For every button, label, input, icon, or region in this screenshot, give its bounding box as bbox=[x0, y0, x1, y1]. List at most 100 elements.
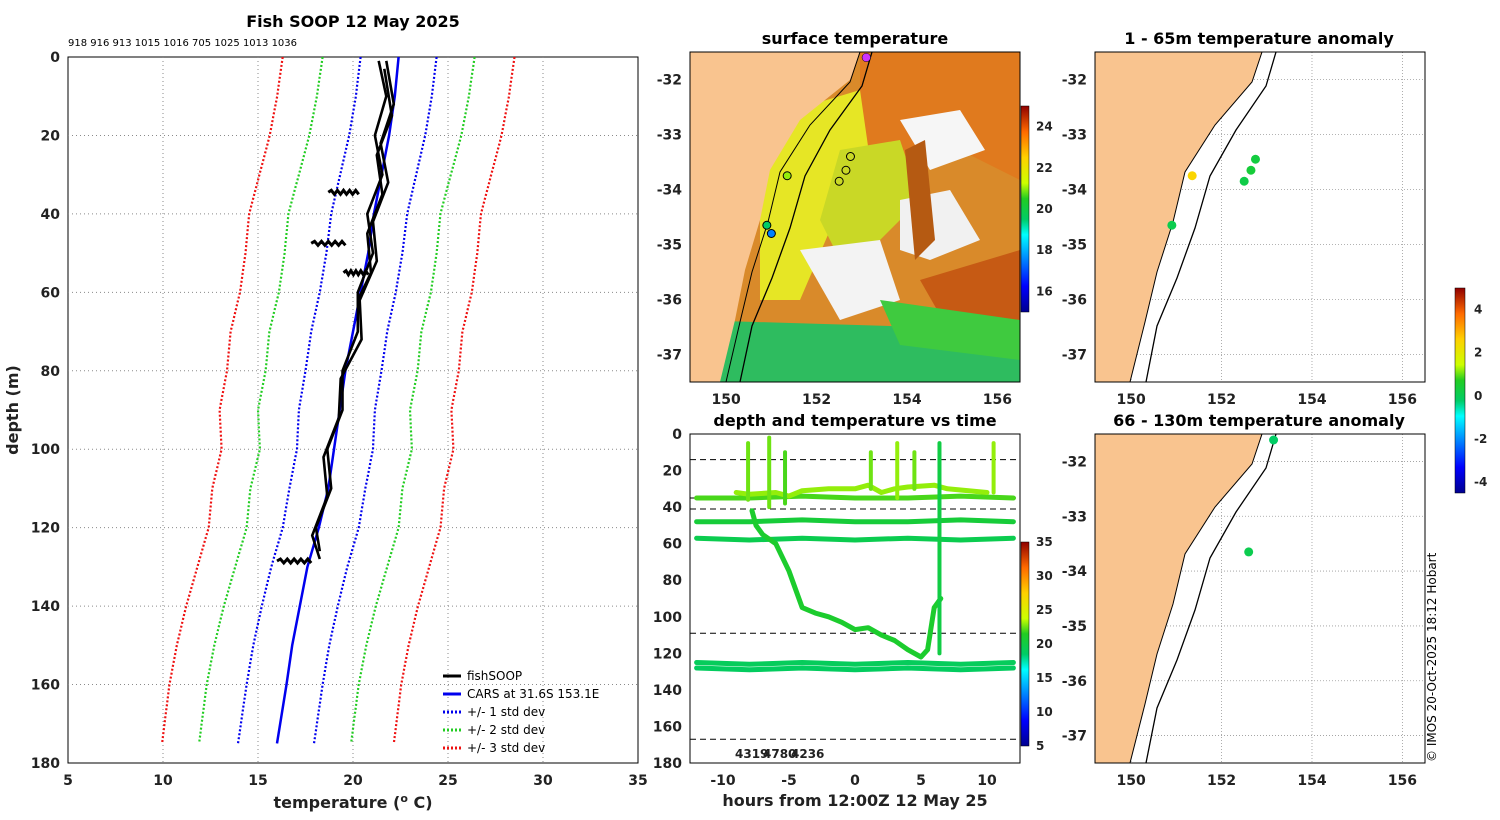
sst-coastline bbox=[725, 52, 861, 382]
profile-std1-high-line bbox=[312, 56, 438, 744]
depth-time-y-tick-label: 20 bbox=[663, 464, 683, 480]
map-y-tick-label: -32 bbox=[1062, 454, 1087, 470]
profile-std3-high-line bbox=[392, 56, 516, 744]
depth-time-y-tick-label: 0 bbox=[672, 427, 682, 443]
depth-time-colorbar-ticks: 5 10 15 20 25 30 35 bbox=[1036, 535, 1053, 753]
profile-x-tick-label: 5 bbox=[63, 773, 73, 789]
anom-colorbar-tick-label: 0 bbox=[1474, 389, 1482, 403]
profile-y-tick-label: 40 bbox=[41, 207, 61, 223]
sst-ocean-mid-yellow bbox=[820, 140, 920, 260]
anom-upper-panel: 1 - 65m temperature anomaly 150 152 154 156… bbox=[1062, 29, 1426, 408]
profile-fish-trace bbox=[310, 60, 396, 560]
depth-time-x-tick-label: 10 bbox=[977, 773, 997, 789]
profile-fish-blob bbox=[276, 556, 313, 566]
anom-colorbar-tick-label: -4 bbox=[1474, 475, 1487, 489]
map-y-tick-label: -36 bbox=[1062, 674, 1087, 690]
profile-x-tick-label: 30 bbox=[533, 773, 553, 789]
profile-y-label: depth (m) bbox=[3, 365, 22, 455]
anom-lower-map bbox=[1095, 434, 1277, 763]
anom-lower-land bbox=[1095, 434, 1263, 763]
depth-time-x-tick-label: 0 bbox=[850, 773, 860, 789]
map-x-tick-label: 154 bbox=[892, 392, 921, 408]
map-y-tick-label: -34 bbox=[657, 183, 683, 199]
map-x-tick-label: 156 bbox=[983, 392, 1012, 408]
map-x-tick-label: 156 bbox=[1388, 773, 1417, 789]
sst-station-marker bbox=[766, 229, 776, 238]
depth-time-track bbox=[694, 660, 1016, 667]
profile-fish-blob bbox=[327, 187, 360, 197]
profile-grid bbox=[68, 57, 638, 763]
profile-panel: Fish SOOP 12 May 2025 918 916 913 1015 1… bbox=[3, 12, 648, 812]
map-y-tick-label: -34 bbox=[1062, 564, 1088, 580]
profile-y-tick-label: 160 bbox=[31, 678, 60, 694]
anom-lower-point bbox=[1269, 435, 1279, 445]
anom-lower-title: 66 - 130m temperature anomaly bbox=[1113, 411, 1405, 430]
sst-warm-filament bbox=[905, 140, 935, 260]
depth-time-colorbar-tick-label: 10 bbox=[1036, 705, 1053, 719]
depth-time-track bbox=[733, 482, 990, 499]
profile-std3-low-line bbox=[161, 56, 284, 744]
map-y-tick-label: -37 bbox=[657, 348, 682, 364]
anom-colorbar bbox=[1454, 287, 1466, 494]
depth-time-x-tick-label: -5 bbox=[781, 773, 797, 789]
map-y-tick-label: -35 bbox=[657, 238, 682, 254]
depth-time-x-label: hours from 12:00Z 12 May 25 bbox=[722, 791, 987, 810]
sst-colorbar-ticks: 16 18 20 22 24 bbox=[1036, 120, 1053, 299]
profile-fish-blob bbox=[310, 238, 347, 248]
depth-time-y-tick-label: 160 bbox=[653, 719, 682, 735]
map-y-tick-label: -37 bbox=[1062, 348, 1087, 364]
anom-colorbar-tick-label: 2 bbox=[1474, 346, 1482, 360]
depth-time-track bbox=[694, 665, 1016, 673]
depth-time-colorbar-tick-label: 15 bbox=[1036, 671, 1053, 685]
depth-time-bottom-label: 4780 bbox=[763, 747, 796, 761]
depth-time-axes-box bbox=[689, 433, 1021, 764]
depth-time-colorbar-tick-label: 25 bbox=[1036, 603, 1053, 617]
legend-label-cars: CARS at 31.6S 153.1E bbox=[467, 687, 599, 701]
map-x-tick-label: 152 bbox=[1207, 773, 1236, 789]
profile-x-label: temperature (o C) bbox=[273, 792, 432, 812]
depth-time-y-tick-label: 140 bbox=[653, 683, 682, 699]
sst-land bbox=[690, 52, 860, 382]
map-x-tick-label: 156 bbox=[1388, 392, 1417, 408]
profile-y-ticks: 0 20 40 60 80 100 120 140 160 180 bbox=[31, 50, 60, 772]
anom-colorbar-tick-label: -2 bbox=[1474, 432, 1487, 446]
depth-time-colorbar bbox=[1020, 541, 1030, 747]
sst-axes-box bbox=[689, 51, 1021, 383]
profile-fish-blob bbox=[342, 267, 370, 278]
map-x-tick-label: 150 bbox=[1117, 392, 1146, 408]
sst-ticks: 150 152 154 156 -32 -33 -34 -35 -36 -37 bbox=[657, 73, 1012, 409]
legend-label-fishsoop: fishSOOP bbox=[467, 669, 522, 683]
map-y-tick-label: -33 bbox=[1062, 509, 1087, 525]
sst-colorbar-tick-label: 16 bbox=[1036, 284, 1053, 298]
profile-y-tick-label: 120 bbox=[31, 521, 60, 537]
profile-y-tick-label: 60 bbox=[41, 285, 61, 301]
sst-station-marker bbox=[845, 152, 855, 161]
depth-time-y-tick-label: 120 bbox=[653, 646, 682, 662]
legend-label-std1: +/- 1 std dev bbox=[467, 705, 545, 719]
profile-y-tick-label: 180 bbox=[31, 756, 60, 772]
map-y-tick-label: -36 bbox=[1062, 293, 1087, 309]
anom-colorbar-ticks: -4 -2 0 2 4 bbox=[1474, 303, 1487, 490]
profile-x-ticks: 5 10 15 20 25 30 35 bbox=[63, 773, 648, 789]
sst-cloud-3 bbox=[800, 240, 900, 320]
depth-time-colorbar-tick-label: 5 bbox=[1036, 739, 1044, 753]
profile-y-tick-label: 100 bbox=[31, 442, 60, 458]
sst-colorbar-tick-label: 22 bbox=[1036, 161, 1053, 175]
map-y-tick-label: -34 bbox=[1062, 183, 1088, 199]
profile-fish-traces bbox=[276, 60, 396, 566]
profile-x-tick-label: 20 bbox=[343, 773, 363, 789]
map-y-tick-label: -33 bbox=[657, 128, 682, 144]
sst-colorbar-tick-label: 20 bbox=[1036, 202, 1053, 216]
profile-y-tick-label: 80 bbox=[41, 364, 61, 380]
legend-label-std2: +/- 2 std dev bbox=[467, 723, 545, 737]
profile-title: Fish SOOP 12 May 2025 bbox=[246, 12, 460, 31]
sst-title: surface temperature bbox=[762, 29, 949, 48]
depth-time-y-tick-label: 60 bbox=[663, 537, 683, 553]
depth-time-track bbox=[749, 508, 944, 660]
profile-top-labels: 918 916 913 1015 1016 705 1025 1013 1036 bbox=[68, 38, 297, 49]
anom-upper-point bbox=[1250, 154, 1260, 164]
anom-lower-axes-box bbox=[1094, 433, 1426, 764]
depth-time-y-tick-label: 100 bbox=[653, 610, 682, 626]
